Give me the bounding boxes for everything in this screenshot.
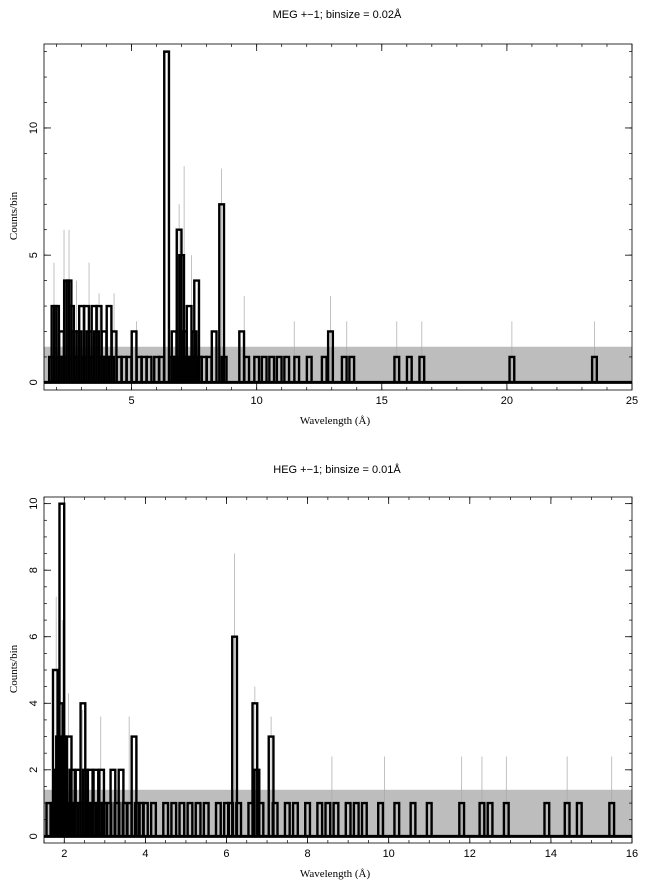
- heg-count-bar: [149, 801, 158, 837]
- heg-count-bar: [235, 801, 243, 837]
- heg-count-bar: [458, 801, 466, 837]
- heg-count-bar: [291, 801, 299, 837]
- meg-count-bar: [163, 50, 171, 383]
- meg-count-bar: [293, 355, 301, 383]
- heg-count-bar: [202, 801, 210, 837]
- meg-count-bar: [348, 355, 356, 383]
- meg-count-bar: [393, 355, 401, 383]
- heg-x-tick-label: 16: [626, 848, 638, 860]
- meg-count-bar: [268, 355, 276, 383]
- meg-count-bar: [508, 355, 516, 383]
- meg-plot-frame: [43, 43, 633, 391]
- heg-y-tick-label: 0: [28, 833, 40, 839]
- heg-x-tick-label: 2: [61, 848, 67, 860]
- meg-y-tick-label: 0: [28, 379, 40, 385]
- heg-y-axis-label: Counts/bin: [8, 644, 20, 693]
- heg-count-bar: [178, 801, 186, 837]
- meg-count-bar: [418, 355, 426, 383]
- heg-count-bar: [231, 635, 239, 837]
- heg-count-bar: [563, 801, 571, 837]
- heg-count-bar: [162, 801, 170, 837]
- heg-count-bar: [214, 801, 222, 837]
- heg-count-bar: [332, 801, 340, 837]
- heg-count-bar: [283, 801, 291, 837]
- meg-spectrum-chart: MEG +−1; binsize = 0.02Å Wavelength (Å) …: [8, 8, 638, 427]
- meg-count-bar: [275, 355, 283, 383]
- meg-count-bar: [326, 330, 335, 383]
- meg-count-bar: [243, 355, 251, 383]
- heg-x-tick-label: 14: [545, 848, 557, 860]
- meg-count-bar: [253, 355, 261, 383]
- meg-count-bar: [305, 355, 313, 383]
- meg-x-tick-label: 25: [626, 395, 638, 407]
- meg-plot-area: 5 10 15 20 25 0 5 10: [28, 43, 638, 407]
- heg-count-bar: [502, 801, 510, 837]
- heg-count-bar: [130, 735, 138, 837]
- meg-count-bar: [210, 330, 218, 383]
- meg-chart-title: MEG +−1; binsize = 0.02Å: [273, 8, 402, 21]
- heg-count-bar: [170, 801, 178, 837]
- heg-spectrum-chart: HEG +−1; binsize = 0.01Å Wavelength (Å) …: [8, 463, 638, 880]
- heg-x-tick-label: 12: [464, 848, 476, 860]
- heg-count-bar: [409, 801, 417, 837]
- heg-x-axis-label: Wavelength (Å): [300, 868, 371, 880]
- meg-count-bar: [193, 279, 201, 383]
- meg-count-bar: [260, 355, 268, 383]
- meg-count-bar: [67, 304, 76, 383]
- heg-count-bar: [377, 801, 385, 837]
- heg-y-tick-label: 6: [28, 634, 40, 640]
- meg-x-tick-label: 15: [376, 395, 388, 407]
- meg-x-tick-label: 5: [129, 395, 135, 407]
- heg-plot-area: 2 4 6 8 10 12 14 16 0 2 4 6 8 10: [28, 496, 638, 860]
- heg-count-bar: [393, 801, 401, 837]
- meg-count-bar: [218, 203, 226, 383]
- heg-count-bar: [65, 735, 73, 837]
- heg-count-bar: [194, 801, 202, 837]
- meg-count-bar: [178, 253, 186, 383]
- heg-x-tick-label: 6: [223, 848, 229, 860]
- heg-count-bar: [575, 801, 583, 837]
- heg-count-bar: [257, 801, 265, 837]
- meg-count-bar: [145, 355, 153, 383]
- meg-count-bar: [82, 304, 91, 383]
- heg-chart-title: HEG +−1; binsize = 0.01Å: [273, 463, 401, 476]
- meg-x-axis-label: Wavelength (Å): [300, 415, 371, 427]
- heg-count-bar: [304, 801, 312, 837]
- meg-x-tick-label: 10: [251, 395, 263, 407]
- meg-count-bar: [175, 228, 183, 383]
- heg-x-tick-label: 8: [305, 848, 311, 860]
- meg-y-tick-label: 5: [28, 252, 40, 258]
- heg-y-tick-label: 8: [28, 567, 40, 573]
- meg-x-tick-label: 20: [501, 395, 513, 407]
- heg-count-bar: [186, 801, 194, 837]
- heg-count-bar: [58, 502, 66, 837]
- heg-count-bar: [608, 801, 616, 837]
- meg-y-tick-label: 10: [28, 122, 40, 134]
- heg-y-tick-label: 10: [28, 498, 40, 510]
- heg-y-tick-label: 2: [28, 767, 40, 773]
- heg-count-bar: [360, 801, 368, 837]
- heg-count-bar: [324, 801, 332, 837]
- heg-count-bar: [543, 801, 551, 837]
- meg-count-bar: [590, 355, 599, 383]
- heg-count-bar: [425, 801, 433, 837]
- meg-count-bar: [220, 355, 228, 383]
- meg-y-axis-label: Counts/bin: [8, 191, 20, 240]
- heg-count-bar: [267, 735, 275, 837]
- heg-count-bar: [486, 801, 494, 837]
- heg-count-bar: [271, 801, 279, 837]
- meg-count-bar: [320, 355, 328, 383]
- meg-count-bar: [340, 355, 348, 383]
- heg-count-bar: [352, 801, 360, 837]
- heg-count-bar: [141, 801, 149, 837]
- heg-y-tick-label: 4: [28, 700, 40, 706]
- meg-count-bar: [283, 355, 291, 383]
- heg-x-tick-label: 4: [142, 848, 148, 860]
- heg-count-bar: [344, 801, 352, 837]
- meg-count-bar: [405, 355, 413, 383]
- heg-x-tick-label: 10: [383, 848, 395, 860]
- heg-count-bar: [478, 801, 486, 837]
- heg-count-bar: [316, 801, 324, 837]
